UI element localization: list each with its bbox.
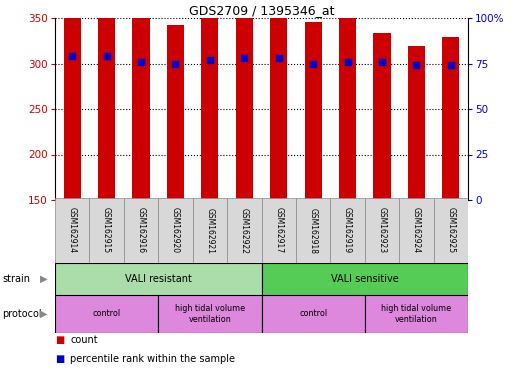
Text: percentile rank within the sample: percentile rank within the sample xyxy=(70,354,235,364)
Bar xyxy=(55,263,262,295)
Text: high tidal volume
ventilation: high tidal volume ventilation xyxy=(175,304,245,324)
Bar xyxy=(235,0,253,200)
Point xyxy=(137,59,145,65)
Bar xyxy=(305,22,322,200)
Text: VALI resistant: VALI resistant xyxy=(125,274,192,284)
Bar xyxy=(442,37,460,200)
Point xyxy=(309,60,317,66)
Bar xyxy=(158,198,193,263)
Bar xyxy=(433,198,468,263)
Text: ■: ■ xyxy=(55,354,64,364)
Point xyxy=(343,59,351,65)
Text: GSM162915: GSM162915 xyxy=(102,207,111,253)
Point xyxy=(412,62,421,68)
Text: GSM162918: GSM162918 xyxy=(309,207,318,253)
Bar xyxy=(98,0,115,200)
Bar xyxy=(167,25,184,200)
Point xyxy=(447,62,455,68)
Bar xyxy=(339,3,356,200)
Text: count: count xyxy=(70,335,98,345)
Text: GSM162923: GSM162923 xyxy=(378,207,386,253)
Bar xyxy=(262,263,468,295)
Text: ▶: ▶ xyxy=(40,309,47,319)
Point xyxy=(206,57,214,63)
Title: GDS2709 / 1395346_at: GDS2709 / 1395346_at xyxy=(189,4,334,17)
Point xyxy=(378,59,386,65)
Text: GSM162917: GSM162917 xyxy=(274,207,283,253)
Text: GSM162914: GSM162914 xyxy=(68,207,77,253)
Bar xyxy=(399,198,433,263)
Text: strain: strain xyxy=(3,274,31,284)
Text: protocol: protocol xyxy=(3,309,42,319)
Bar xyxy=(365,295,468,333)
Text: GSM162925: GSM162925 xyxy=(446,207,456,253)
Bar xyxy=(330,198,365,263)
Bar xyxy=(89,198,124,263)
Bar xyxy=(158,295,262,333)
Bar xyxy=(270,0,287,200)
Point xyxy=(274,55,283,61)
Bar xyxy=(193,198,227,263)
Text: GSM162916: GSM162916 xyxy=(136,207,146,253)
Bar xyxy=(201,0,219,200)
Bar xyxy=(64,0,81,200)
Bar xyxy=(296,198,330,263)
Text: GSM162922: GSM162922 xyxy=(240,207,249,253)
Bar xyxy=(55,295,158,333)
Bar xyxy=(365,198,399,263)
Text: GSM162920: GSM162920 xyxy=(171,207,180,253)
Text: control: control xyxy=(92,310,121,318)
Bar xyxy=(132,7,150,200)
Text: GSM162921: GSM162921 xyxy=(205,207,214,253)
Point xyxy=(68,53,76,59)
Text: VALI sensitive: VALI sensitive xyxy=(331,274,399,284)
Text: GSM162924: GSM162924 xyxy=(412,207,421,253)
Point xyxy=(171,60,180,66)
Point xyxy=(103,53,111,59)
Bar xyxy=(262,198,296,263)
Bar xyxy=(124,198,158,263)
Text: high tidal volume
ventilation: high tidal volume ventilation xyxy=(381,304,451,324)
Text: ▶: ▶ xyxy=(40,274,47,284)
Point xyxy=(240,55,248,61)
Bar xyxy=(373,33,390,200)
Text: ■: ■ xyxy=(55,335,64,345)
Bar xyxy=(408,46,425,200)
Text: GSM162919: GSM162919 xyxy=(343,207,352,253)
Bar xyxy=(262,295,365,333)
Bar xyxy=(227,198,262,263)
Text: control: control xyxy=(299,310,327,318)
Bar xyxy=(55,198,89,263)
